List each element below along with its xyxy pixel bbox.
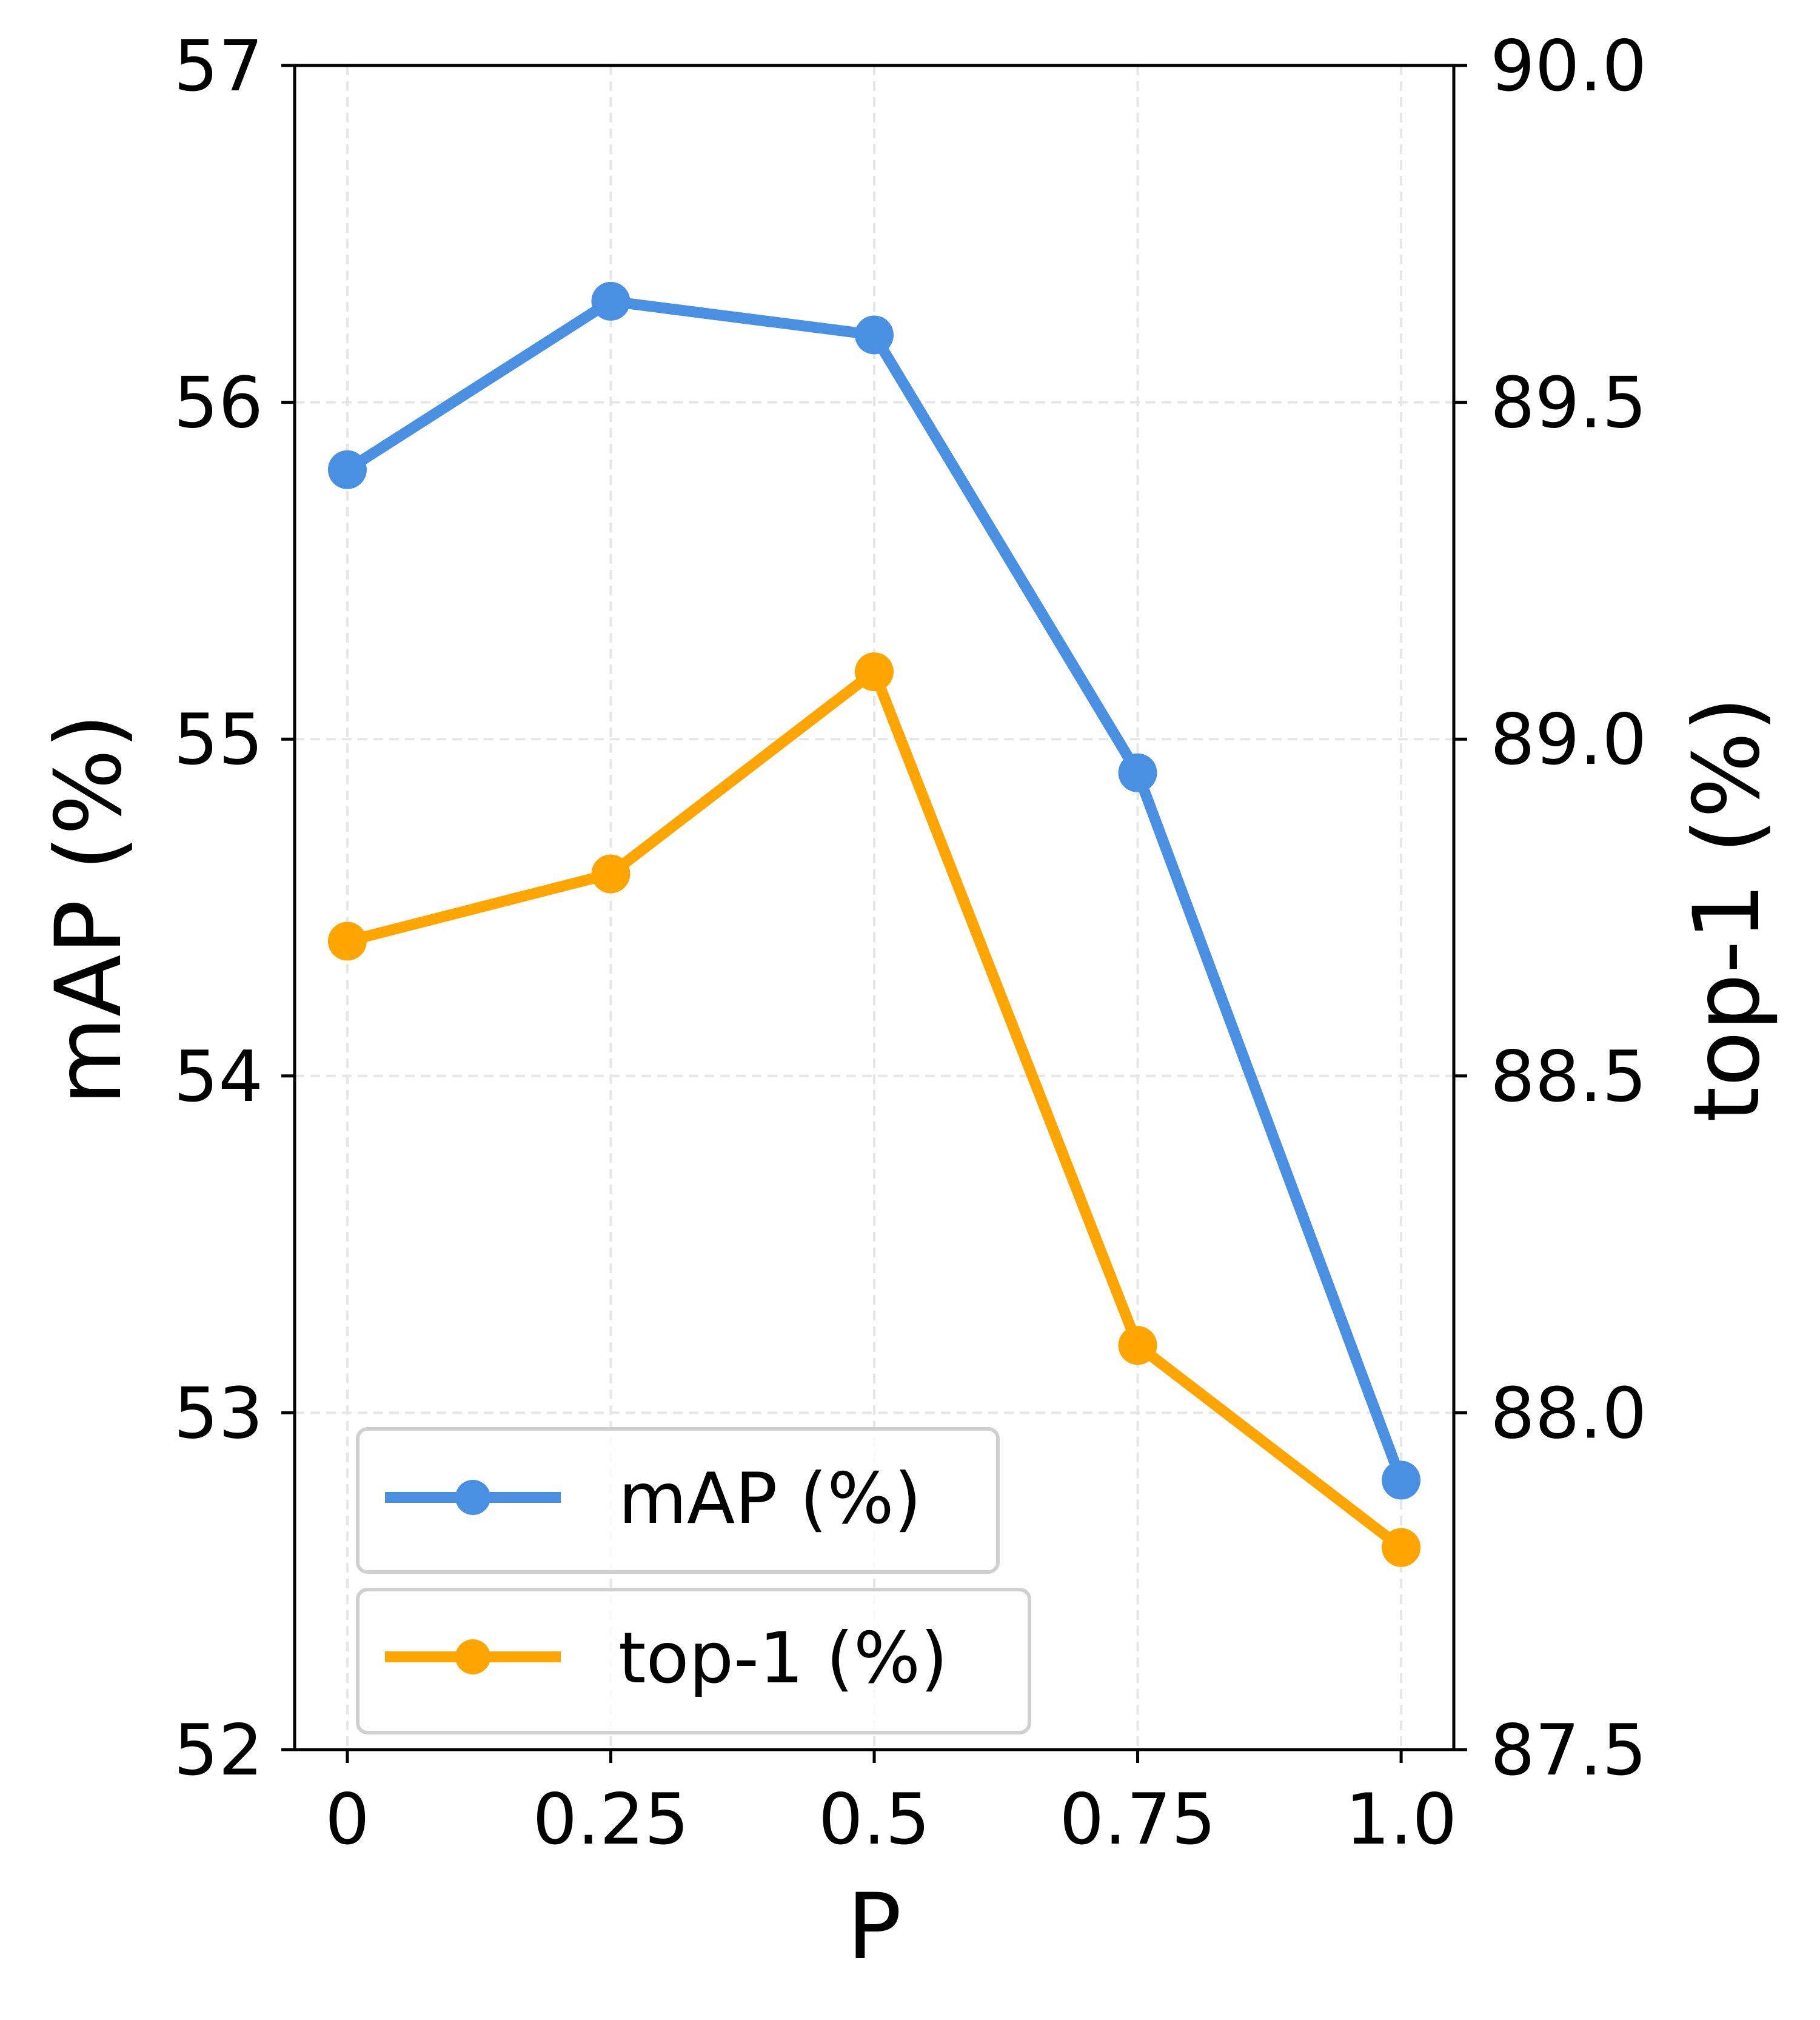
legend-box-top1: [356, 1588, 1031, 1734]
y-left-tick-label: 56: [173, 363, 263, 444]
series-1-point: [855, 652, 894, 692]
y-axis-left-title: mAP (%): [36, 714, 142, 1105]
x-tick-label: 0: [325, 1779, 370, 1861]
y-left-tick-label: 52: [173, 1710, 263, 1791]
legend-label-top1: top-1 (%): [618, 1617, 948, 1699]
series-0-point: [855, 315, 894, 355]
x-tick-label: 1.0: [1345, 1779, 1457, 1861]
y-right-tick-label: 90.0: [1490, 25, 1647, 107]
series-layer: [327, 281, 1421, 1567]
series-0-point: [1118, 753, 1157, 792]
legend-label-map: mAP (%): [618, 1458, 922, 1540]
y-axis-right-title: top-1 (%): [1674, 697, 1780, 1123]
x-tick-label: 0.5: [818, 1779, 930, 1861]
legend-marker-map: [455, 1480, 490, 1515]
legend-marker-top1: [455, 1639, 490, 1674]
y-left-tick-label: 55: [173, 699, 263, 781]
legend-item-map: mAP (%): [356, 1427, 1000, 1574]
ticks: 0 0.25 0.5 0.75 1.0 52 53 54 55 56 57 87.5 88.0 88.5 8…: [173, 25, 1647, 1861]
y-right-tick-label: 89.5: [1490, 363, 1647, 444]
series-0-point: [1382, 1460, 1421, 1500]
x-tick-label: 0.25: [532, 1779, 689, 1861]
series-1-point: [1382, 1528, 1421, 1567]
x-tick-label: 0.75: [1059, 1779, 1216, 1861]
series-1-point: [1118, 1326, 1157, 1365]
legend: mAP (%) top-1 (%): [356, 1427, 1031, 1734]
series-0-point: [327, 450, 367, 489]
y-left-tick-label: 53: [173, 1373, 263, 1454]
y-left-tick-label: 54: [173, 1036, 263, 1118]
x-axis-title: P: [847, 1875, 902, 1980]
y-right-tick-label: 88.0: [1490, 1373, 1647, 1454]
series-0-point: [591, 281, 631, 321]
series-1-point: [591, 854, 631, 894]
y-right-tick-label: 88.5: [1490, 1036, 1647, 1118]
y-right-tick-label: 87.5: [1490, 1710, 1647, 1791]
legend-box-map: [356, 1427, 1000, 1574]
series-1-point: [327, 921, 367, 961]
legend-item-top1: top-1 (%): [356, 1588, 1031, 1734]
y-left-tick-label: 57: [173, 25, 263, 107]
y-right-tick-label: 89.0: [1490, 699, 1647, 781]
